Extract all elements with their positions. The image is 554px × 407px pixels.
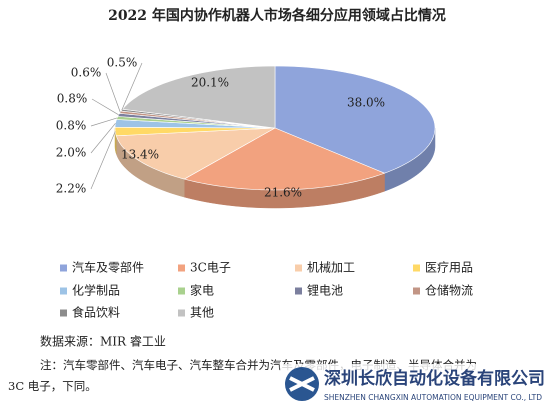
watermark-english: SHENZHEN CHANGXIN AUTOMATION EQUIPMENT C… bbox=[324, 393, 542, 402]
data-label: 20.1% bbox=[191, 76, 229, 90]
legend-label: 家电 bbox=[190, 283, 214, 298]
legend-swatch bbox=[295, 264, 302, 272]
slice bbox=[121, 65, 276, 129]
watermark-bg bbox=[280, 364, 554, 407]
leader-line bbox=[121, 62, 143, 111]
pie: 38.0% 21.6% 13.4% 2.2% 2.0% 0.8% 0.8% 0.6% 0.5% 2… bbox=[56, 56, 436, 209]
leader-line bbox=[105, 72, 121, 113]
data-label: 2.2% bbox=[56, 182, 87, 196]
leader-line bbox=[90, 117, 118, 127]
legend-swatch bbox=[178, 287, 185, 295]
data-label: 21.6% bbox=[264, 186, 302, 200]
data-label: 0.5% bbox=[107, 56, 138, 70]
data-label: 0.8% bbox=[57, 92, 88, 106]
legend-swatch bbox=[295, 287, 302, 295]
legend-label: 3C电子 bbox=[190, 261, 231, 275]
legend-swatch bbox=[60, 287, 67, 295]
legend-label: 汽车及零部件 bbox=[72, 260, 144, 275]
data-label: 0.6% bbox=[71, 66, 102, 80]
legend-label: 仓储物流 bbox=[425, 283, 473, 298]
legend-swatch bbox=[60, 309, 67, 317]
legend-swatch bbox=[413, 287, 420, 295]
legend-label: 机械加工 bbox=[307, 260, 355, 275]
note: 3C 电子，下同。 bbox=[8, 379, 97, 393]
data-label: 13.4% bbox=[121, 148, 159, 162]
legend-label: 医疗用品 bbox=[425, 261, 473, 275]
watermark-name: 深圳长欣自动化设备有限公司 bbox=[324, 368, 545, 389]
logo-mark bbox=[289, 376, 315, 392]
leader-line bbox=[90, 131, 116, 190]
source: 数据来源：MIR 睿工业 bbox=[40, 334, 166, 349]
data-label: 2.0% bbox=[56, 146, 87, 160]
data-label: 38.0% bbox=[347, 96, 385, 110]
leader-line bbox=[91, 98, 119, 116]
watermark: 深圳长欣自动化设备有限公司 SHENZHEN CHANGXIN AUTOMATI… bbox=[280, 364, 554, 407]
slice bbox=[114, 126, 276, 137]
slice bbox=[115, 127, 276, 180]
legend-swatch bbox=[178, 264, 185, 272]
legend-label: 食品饮料 bbox=[72, 305, 120, 320]
legend-swatch bbox=[60, 264, 67, 272]
legend-label: 其他 bbox=[190, 306, 214, 320]
chart-title: 2022 年国内协作机器人市场各细分应用领域占比情况 bbox=[108, 7, 446, 24]
legend-swatch bbox=[413, 264, 420, 272]
legend-label: 化学制品 bbox=[72, 283, 120, 298]
legend-label: 锂电池 bbox=[307, 283, 343, 298]
leader-line bbox=[90, 123, 116, 154]
data-label: 0.8% bbox=[56, 119, 87, 133]
slice bbox=[183, 127, 386, 191]
slice bbox=[274, 65, 436, 174]
legend-swatch bbox=[178, 309, 185, 317]
